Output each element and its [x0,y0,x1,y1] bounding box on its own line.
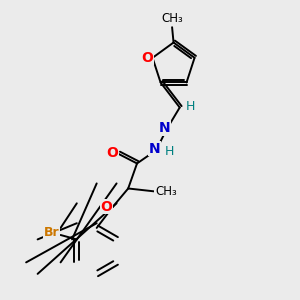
Text: N: N [159,121,171,135]
Text: H: H [186,100,196,112]
Text: O: O [141,51,153,65]
Text: Br: Br [44,226,60,238]
Text: H: H [165,145,174,158]
Text: O: O [100,200,112,214]
Text: N: N [149,142,161,156]
Text: CH₃: CH₃ [161,13,183,26]
Text: CH₃: CH₃ [155,185,177,198]
Text: O: O [106,146,118,160]
